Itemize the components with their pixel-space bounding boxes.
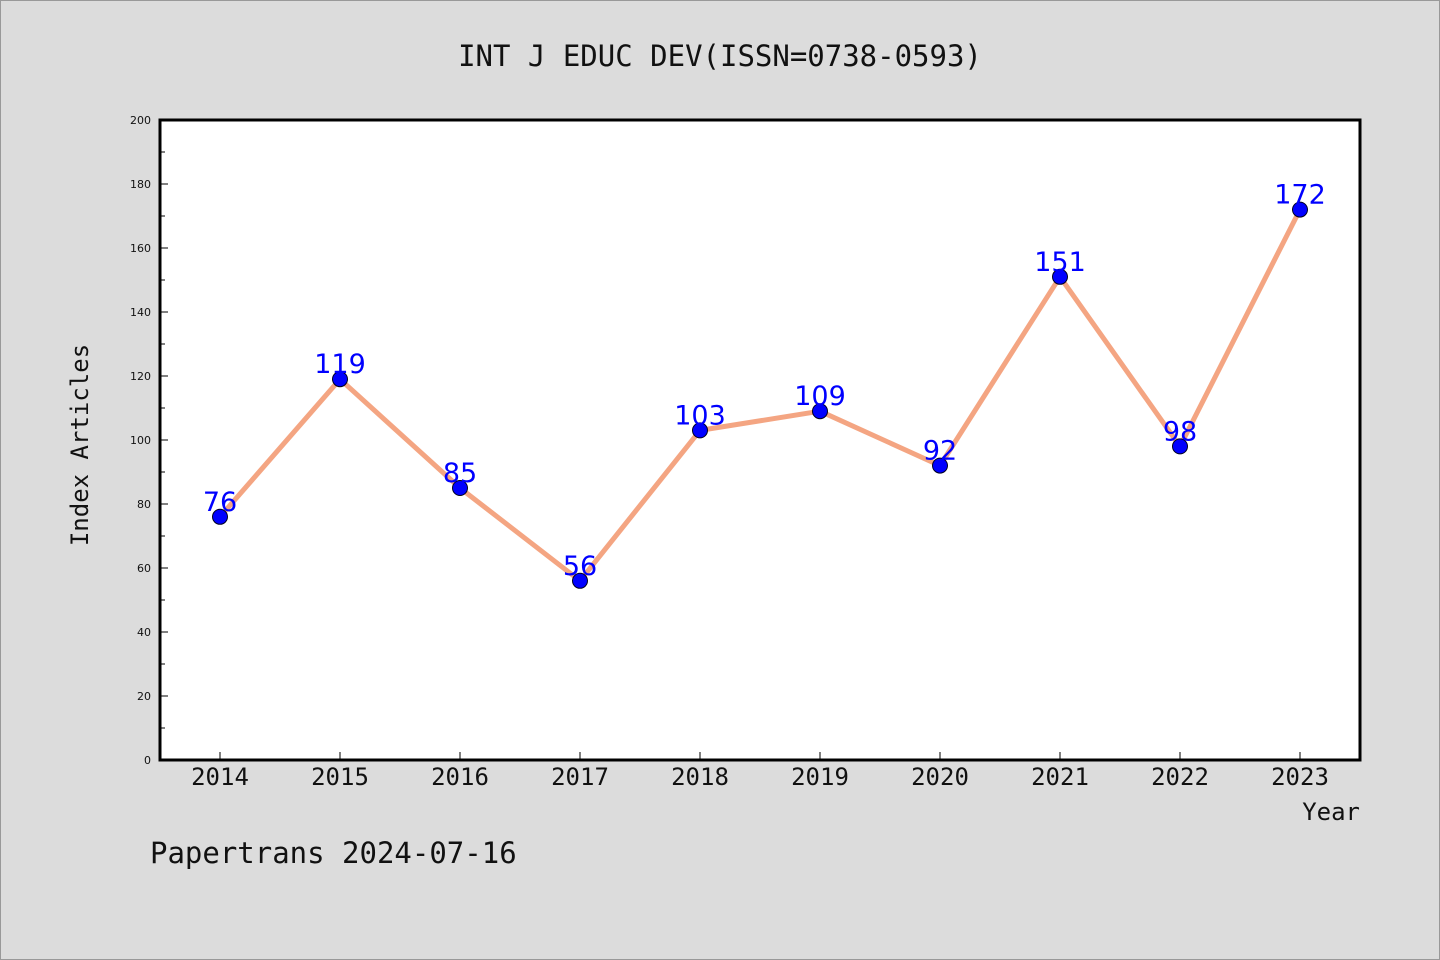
x-tick-label: 2022 — [1151, 763, 1209, 791]
series-line — [217, 207, 1303, 584]
y-tick-label: 160 — [130, 242, 151, 255]
data-point-marker — [572, 572, 588, 589]
data-label: 151 — [1034, 247, 1086, 278]
data-point-marker — [692, 422, 708, 439]
x-tick-label: 2014 — [191, 763, 249, 791]
x-tick-label: 2016 — [431, 763, 489, 791]
y-axis-label: Index Articles — [66, 344, 94, 546]
x-tick-label: 2017 — [551, 763, 609, 791]
x-tick-label: 2023 — [1271, 763, 1329, 791]
data-label: 92 — [923, 436, 957, 467]
data-point-marker — [932, 457, 948, 474]
y-tick-label: 20 — [137, 690, 151, 703]
data-point-marker — [452, 480, 468, 496]
x-axis-label: Year — [1302, 798, 1360, 826]
y-tick-label: 120 — [130, 370, 151, 383]
data-point-marker — [212, 508, 228, 525]
data-label: 98 — [1163, 416, 1197, 447]
y-tick-label: 60 — [137, 562, 151, 575]
x-axis-ticks: 2014 2015 2016 2017 2018 2019 2020 2021 2022 2023 — [191, 752, 1329, 791]
data-label: 76 — [203, 487, 237, 518]
y-axis-ticks: 0 20 40 60 80 100 120 140 160 180 200 — [130, 114, 168, 767]
data-point-marker — [332, 371, 348, 388]
x-tick-label: 2019 — [791, 763, 849, 791]
chart-title: INT J EDUC DEV(ISSN=0738-0593) — [458, 39, 982, 73]
data-label: 109 — [794, 381, 846, 412]
data-label: 103 — [674, 400, 726, 431]
series-markers — [212, 201, 1308, 589]
x-tick-label: 2020 — [911, 763, 969, 791]
x-tick-label: 2015 — [311, 763, 369, 791]
y-tick-label: 100 — [130, 434, 151, 447]
y-tick-label: 180 — [130, 178, 151, 191]
data-label: 119 — [314, 349, 366, 380]
data-point-marker — [1292, 201, 1308, 218]
data-label: 85 — [443, 458, 477, 489]
data-label: 172 — [1274, 180, 1326, 211]
data-point-marker — [1052, 268, 1068, 285]
y-tick-label: 40 — [137, 626, 151, 639]
x-tick-label: 2021 — [1031, 763, 1089, 791]
data-label: 56 — [563, 551, 597, 582]
series-line-group — [217, 207, 1303, 584]
plot-area — [158, 118, 1362, 762]
footer-credit: Papertrans 2024-07-16 — [150, 836, 517, 870]
data-labels: 76 119 85 56 103 109 92 151 98 172 — [203, 180, 1326, 582]
data-point-marker — [1172, 438, 1188, 455]
y-tick-label: 0 — [144, 754, 151, 767]
data-point-marker — [812, 403, 828, 420]
y-tick-label: 80 — [137, 498, 151, 511]
y-tick-label: 140 — [130, 306, 151, 319]
x-tick-label: 2018 — [671, 763, 729, 791]
y-tick-label: 200 — [130, 114, 151, 127]
